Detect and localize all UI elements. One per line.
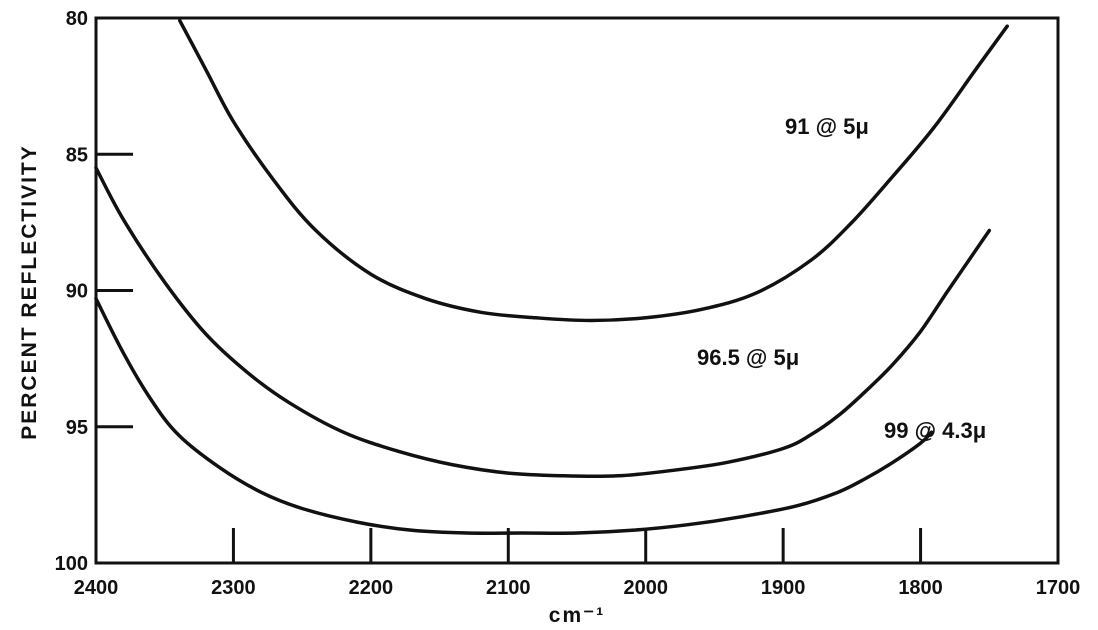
- series-line-2: [94, 166, 992, 479]
- x-tick-label: 1700: [1036, 577, 1081, 599]
- x-tick-label: 2000: [623, 577, 668, 599]
- series-label-3: 99 @ 4.3μ: [884, 418, 986, 443]
- x-tick-label: 2400: [74, 577, 119, 599]
- series-label-1: 91 @ 5μ: [785, 114, 869, 139]
- y-tick-label: 90: [66, 281, 88, 303]
- y-tick-label: 100: [55, 553, 88, 575]
- series-label-2: 96.5 @ 5μ: [697, 345, 799, 370]
- x-tick-label: 2200: [349, 577, 394, 599]
- axis-tick-labels: 2400 2300 2200 2100 2000 1900 1800 1700 80 85 90 95…: [55, 8, 1081, 599]
- x-tick-label: 2300: [211, 577, 256, 599]
- series-line-3: [94, 296, 934, 535]
- y-tick-label: 80: [66, 8, 88, 30]
- axis-ticks: [96, 152, 923, 563]
- x-tick-label: 2100: [486, 577, 531, 599]
- y-axis-title: PERCENT REFLECTIVITY: [18, 144, 41, 440]
- y-tick-label: 85: [66, 144, 88, 166]
- x-axis-title: cm⁻¹: [549, 604, 605, 627]
- x-tick-label: 1800: [898, 577, 943, 599]
- x-tick-label: 1900: [761, 577, 806, 599]
- series-line-1: [178, 18, 1009, 323]
- series-lines: [94, 18, 1009, 535]
- y-tick-label: 95: [66, 417, 88, 439]
